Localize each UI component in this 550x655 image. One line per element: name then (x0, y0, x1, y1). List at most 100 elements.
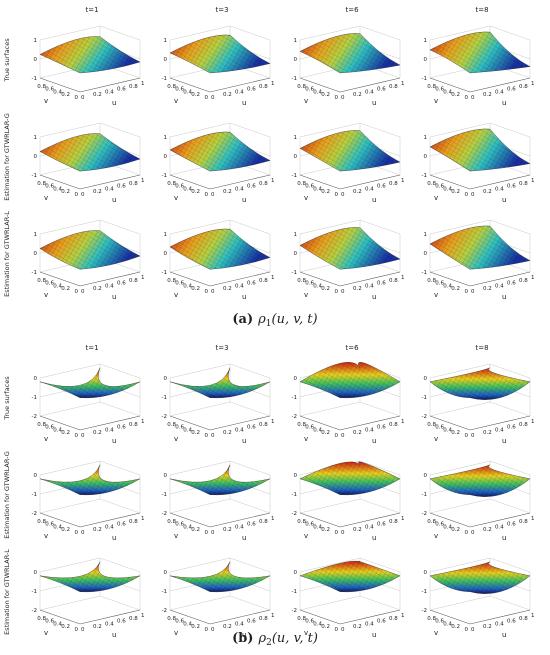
u-axis-label: u (242, 293, 246, 301)
wall-grid-line (299, 401, 401, 417)
v-axis-label: v (304, 291, 308, 299)
u-tick-label: 0.8 (519, 616, 528, 622)
z-tick-label: 1 (34, 232, 38, 238)
figure-caption: (a) ρ1(u, v, t) (232, 312, 317, 329)
base-edge (429, 77, 531, 93)
u-tick-label: 0.6 (507, 619, 516, 625)
v-tick-label: 0.4 (443, 283, 452, 289)
surface-mesh (40, 464, 140, 495)
v-tick-label: 0.4 (443, 89, 452, 95)
v-tick-label: 0.4 (53, 186, 62, 192)
base-edge (429, 512, 531, 528)
u-tick-label: 0.2 (93, 286, 102, 292)
wall-grid-line (39, 498, 141, 514)
u-axis-label: u (112, 534, 116, 542)
v-axis-label: v (44, 291, 48, 299)
surface-plot: 10-10.8 0.6 0.4 0.2 0 0 0.2 0.4 0.6 0.8 1v u (422, 25, 535, 107)
u-axis-label: u (372, 437, 376, 445)
surface-mesh (300, 561, 400, 592)
u-tick-label: 0.8 (389, 181, 398, 187)
surface-mesh (300, 362, 400, 398)
surface-mesh (170, 228, 270, 270)
v-tick-label: 0.6 (175, 281, 184, 287)
u-tick-label: 0.2 (353, 189, 362, 195)
u-tick-label: 0.2 (93, 527, 102, 533)
surface-plot: 10-10.8 0.6 0.4 0.2 0 0 0.2 0.4 0.6 0.8 1v u (422, 219, 535, 301)
base-edge (169, 609, 271, 625)
z-tick-label: 1 (34, 135, 38, 141)
v-tick-label: 0.2 (61, 430, 70, 436)
u-tick-label: 1 (401, 516, 405, 522)
u-tick-label: 0.4 (105, 186, 114, 192)
v-tick-label: 0.6 (305, 281, 314, 287)
v-tick-label: 0.8 (37, 181, 46, 187)
v-tick-label: 0.2 (191, 624, 200, 630)
u-tick-label: 0.2 (483, 527, 492, 533)
v-tick-label: 0 (465, 95, 469, 101)
v-tick-label: 0.2 (191, 286, 200, 292)
u-tick-label: 0 (471, 627, 475, 633)
u-tick-label: 0.8 (259, 181, 268, 187)
surface-mesh (300, 33, 400, 73)
v-tick-label: 0 (465, 627, 469, 633)
u-tick-label: 0.6 (507, 425, 516, 431)
wall-grid-line (169, 401, 271, 417)
z-tick-label: -1 (162, 76, 167, 82)
v-tick-label: 0.2 (191, 430, 200, 436)
z-tick-label: -1 (32, 589, 37, 595)
v-tick-label: 0.8 (297, 519, 306, 525)
v-axis-label: v (174, 629, 178, 637)
surface-plot: 10-10.8 0.6 0.4 0.2 0 0 0.2 0.4 0.6 0.8 1v u (162, 122, 275, 204)
z-tick-label: 0 (34, 57, 38, 63)
v-tick-label: 0.2 (451, 624, 460, 630)
wall-grid-line (169, 595, 271, 611)
u-axis-label: u (112, 293, 116, 301)
v-tick-label: 0.8 (427, 616, 436, 622)
u-tick-label: 0.6 (247, 184, 256, 190)
base-edge (429, 174, 531, 190)
surface-mesh (430, 225, 530, 270)
z-tick-label: -1 (422, 270, 427, 276)
base-edge (39, 512, 141, 528)
u-tick-label: 0.4 (105, 283, 114, 289)
u-tick-label: 0 (341, 95, 345, 101)
figure-caption: (b) ρ2(u, v, t) (232, 631, 318, 648)
z-tick-label: 1 (294, 38, 298, 44)
v-tick-label: 0.6 (175, 87, 184, 93)
v-tick-label: 0 (205, 95, 209, 101)
u-tick-label: 1 (141, 613, 145, 619)
v-axis-label: v (434, 291, 438, 299)
row-label: Estimation for GTWRLAR-G (3, 113, 11, 201)
z-tick-label: 0 (424, 57, 428, 63)
surface-mesh (430, 31, 530, 73)
u-tick-label: 0.8 (129, 519, 138, 525)
u-tick-label: 0.4 (495, 89, 504, 95)
surface-plot: 10-10.8 0.6 0.4 0.2 0 0 0.2 0.4 0.6 0.8 1v u (32, 25, 145, 107)
v-tick-label: 0.2 (61, 527, 70, 533)
u-tick-label: 1 (531, 419, 535, 425)
v-tick-label: 0.4 (183, 524, 192, 530)
v-tick-label: 0.4 (53, 283, 62, 289)
wall-grid-line (299, 595, 401, 611)
z-tick-label: 0 (164, 251, 168, 257)
u-tick-label: 0 (471, 192, 475, 198)
u-tick-label: 0.4 (105, 524, 114, 530)
v-tick-label: 0.8 (167, 616, 176, 622)
z-tick-label: 0 (424, 473, 428, 479)
u-tick-label: 1 (531, 275, 535, 281)
v-tick-label: 0 (465, 433, 469, 439)
v-axis-label: v (304, 435, 308, 443)
v-tick-label: 0.2 (451, 189, 460, 195)
u-tick-label: 1 (141, 516, 145, 522)
u-tick-label: 0 (471, 433, 475, 439)
u-tick-label: 0.2 (353, 624, 362, 630)
u-tick-label: 0.2 (93, 92, 102, 98)
v-tick-label: 0.8 (297, 278, 306, 284)
u-tick-label: 0.4 (365, 621, 374, 627)
u-tick-label: 0.6 (247, 87, 256, 93)
u-axis-label: u (502, 99, 506, 107)
z-tick-label: -2 (422, 414, 427, 420)
z-tick-label: -1 (422, 589, 427, 595)
u-axis-label: u (112, 196, 116, 204)
v-axis-label: v (174, 291, 178, 299)
